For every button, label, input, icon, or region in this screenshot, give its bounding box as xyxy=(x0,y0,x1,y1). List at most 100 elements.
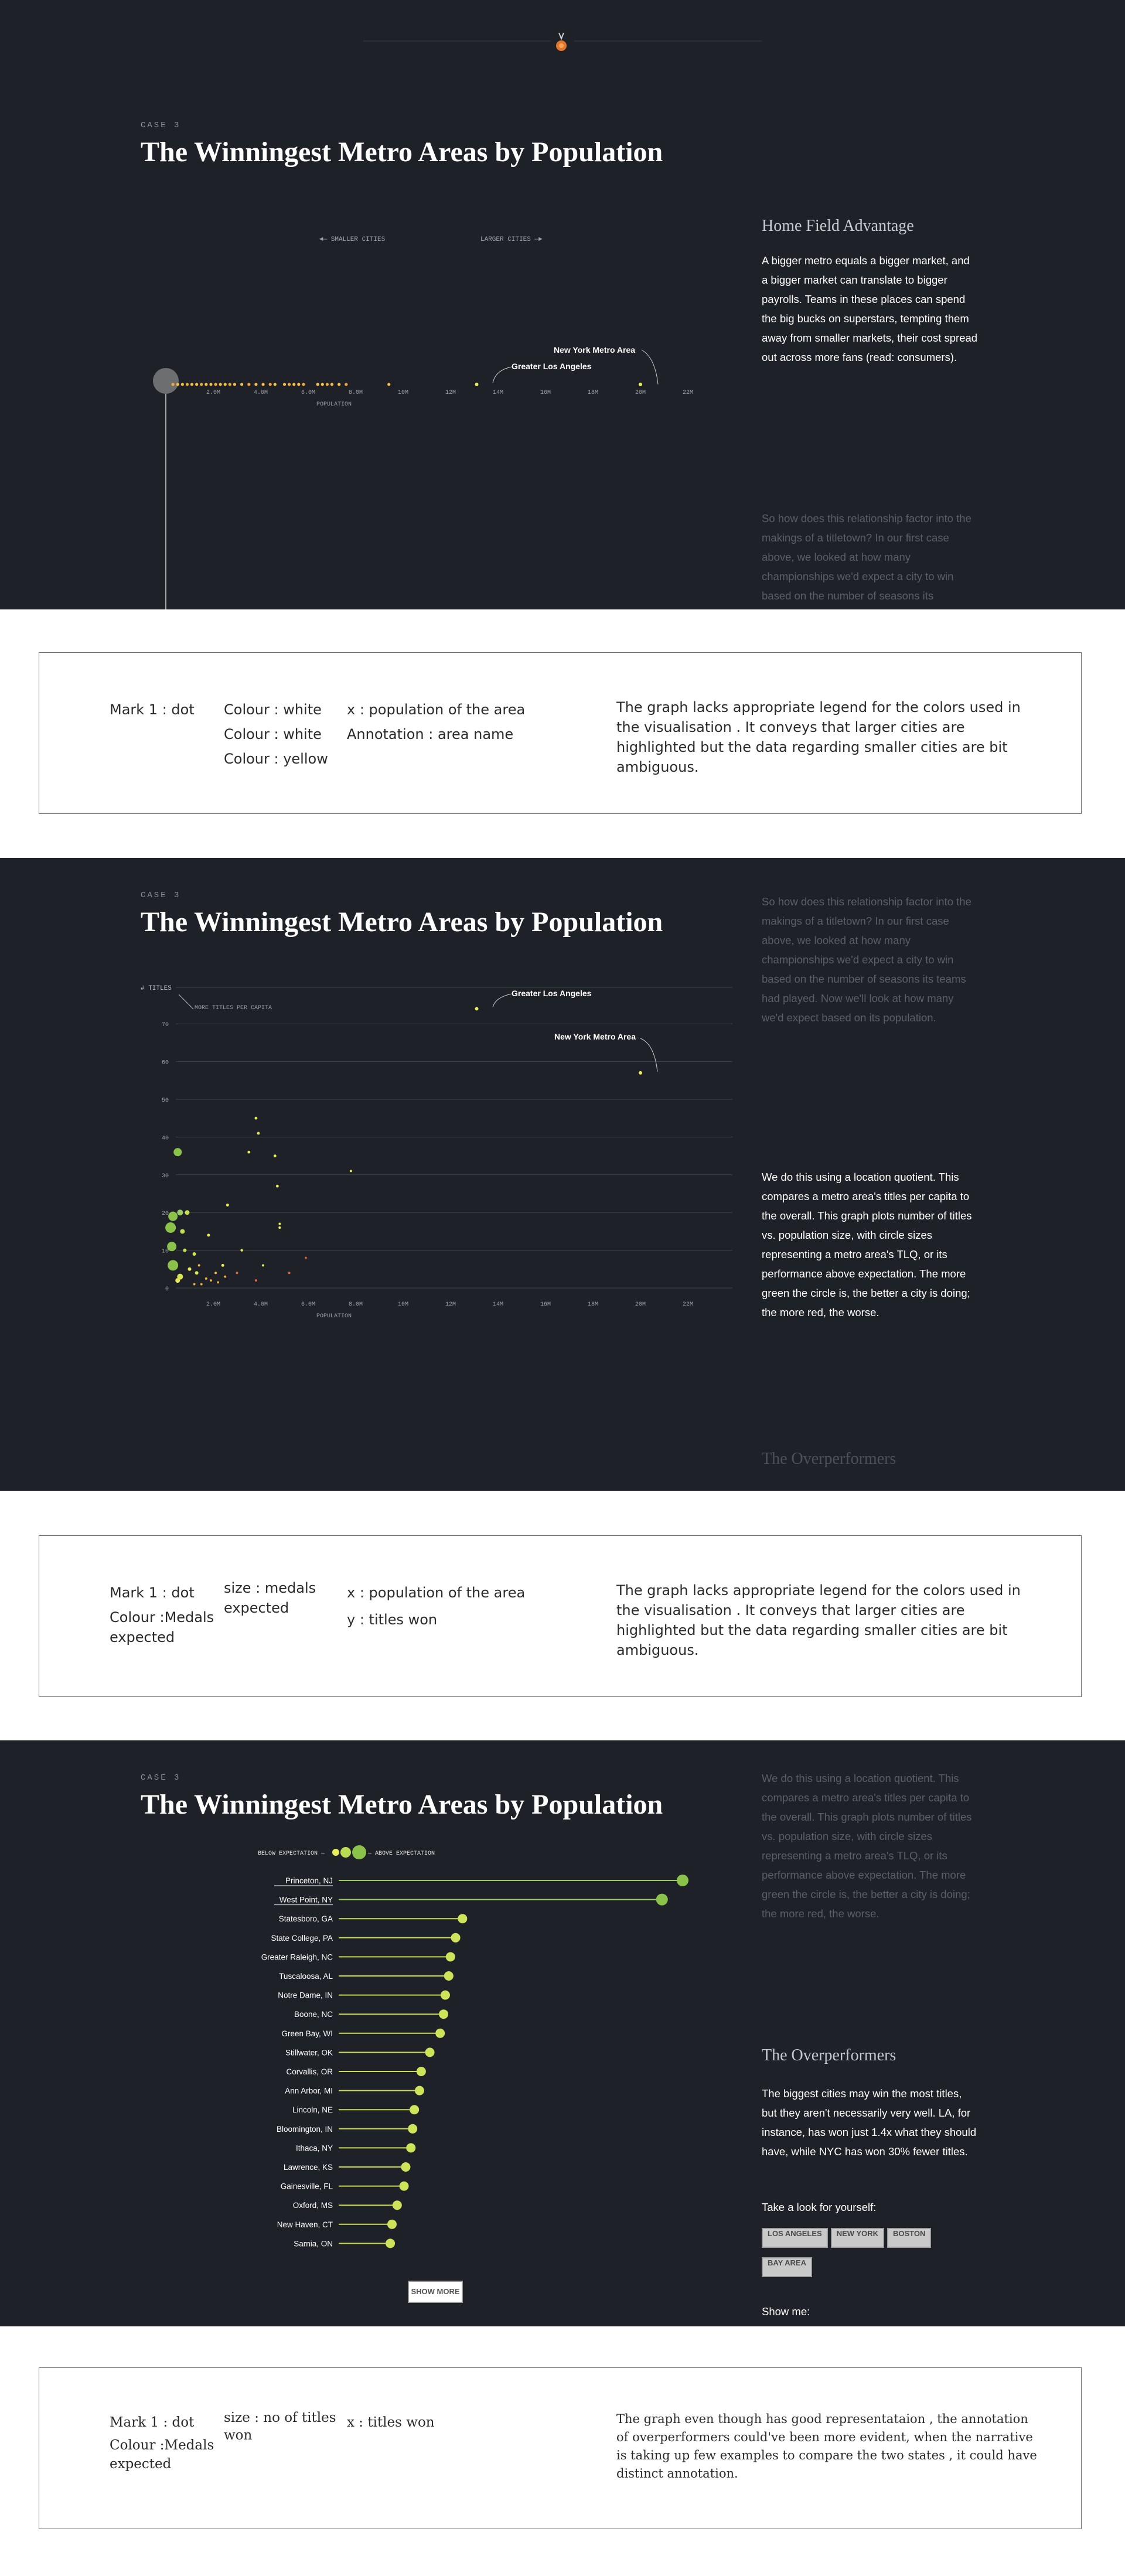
row-label: Bloomington, IN xyxy=(277,2125,333,2134)
x-tick-label: 12M xyxy=(445,1301,456,1308)
scatter-dot xyxy=(254,1279,257,1282)
mark-label: Mark 1 : dot xyxy=(110,2415,195,2430)
colour-label: Colour :Medals expected xyxy=(110,2438,214,2472)
population-dot xyxy=(180,383,184,386)
scatter-dot xyxy=(197,1264,200,1267)
mark-label: Mark 1 : dot xyxy=(110,701,195,718)
population-dot xyxy=(240,383,244,386)
scatter-dot xyxy=(180,1229,185,1234)
overperformers-text: The biggest cities may win the most titl… xyxy=(762,2087,977,2158)
y-tick-label: 30 xyxy=(162,1173,169,1180)
row-label: Tuscaloosa, AL xyxy=(279,1972,333,1981)
scatter-dot xyxy=(209,1279,212,1282)
row-dot xyxy=(410,2105,420,2115)
annotation-la: Greater Los Angeles xyxy=(512,989,592,998)
legend-dot-small xyxy=(332,1849,339,1856)
scatter-dot xyxy=(257,1132,260,1135)
scatter-dot xyxy=(254,1116,258,1120)
population-dot xyxy=(345,383,348,386)
population-dot xyxy=(228,383,231,386)
scatter-dot xyxy=(236,1272,238,1275)
colour-label-3: Colour : yellow xyxy=(224,751,328,767)
population-dot xyxy=(387,383,391,386)
city-button-new-york[interactable]: NEW YORK xyxy=(830,2228,884,2248)
row-dot xyxy=(444,1971,454,1981)
population-dot xyxy=(223,383,227,386)
population-dot xyxy=(338,383,341,386)
population-dot xyxy=(325,383,329,386)
previous-section-text-dim: We do this using a location quotient. Th… xyxy=(762,1772,972,1920)
population-dot xyxy=(282,383,287,386)
panel-overperformers: BELOW EXPECTATION — — ABOVE EXPECTATION … xyxy=(0,1740,1125,2326)
y-tick-label: 10 xyxy=(162,1249,169,1255)
scroll-handle[interactable] xyxy=(153,368,179,394)
scatter-dot xyxy=(214,1272,217,1275)
more-titles-arrow xyxy=(178,994,194,1010)
mark-label: Mark 1 : dot xyxy=(110,1585,195,1601)
scatter-dot xyxy=(204,1277,207,1280)
row-label: Lincoln, NE xyxy=(292,2105,333,2114)
row-dot xyxy=(451,1933,461,1943)
row-label: Ithaca, NY xyxy=(296,2144,333,2152)
row-dot xyxy=(677,1875,688,1886)
scatter-dot xyxy=(177,1209,183,1216)
x-tick-label: 2.0M xyxy=(206,390,220,396)
scatter-dot xyxy=(349,1170,352,1173)
row-dot xyxy=(425,2047,435,2057)
row-label: Corvallis, OR xyxy=(286,2067,333,2076)
population-dot xyxy=(200,383,203,386)
scatter-dot xyxy=(200,1283,203,1286)
x-axis-label: POPULATION xyxy=(316,1313,352,1320)
population-dot xyxy=(268,383,272,386)
x-tick-label: 10M xyxy=(398,390,408,396)
city-button-bay-area[interactable]: BAY AREA xyxy=(762,2257,812,2277)
encoding-y: y : titles won xyxy=(347,1611,438,1628)
row-label: Lawrence, KS xyxy=(284,2163,333,2172)
row-dot xyxy=(392,2200,402,2210)
row-dot xyxy=(439,2009,449,2019)
city-button-boston[interactable]: BOSTON xyxy=(887,2228,932,2248)
encoding-x: x : population of the area xyxy=(347,1585,526,1601)
row-label: Oxford, MS xyxy=(293,2201,333,2210)
show-more-button[interactable]: SHOW MORE xyxy=(408,2281,463,2303)
population-dot xyxy=(233,383,237,386)
annotation-ny-leader xyxy=(641,349,659,385)
chart-titles-vs-population: 0 10 20 30 40 50 60 70 # TITLES MORE TITLES PER… xyxy=(141,985,732,1320)
medal-icon xyxy=(556,32,567,51)
row-dot xyxy=(406,2143,416,2153)
population-dot xyxy=(292,383,296,386)
show-me-label: Show me: xyxy=(762,2305,810,2318)
section-heading-overperformers: The Overperformers xyxy=(762,2046,896,2064)
annotation-la-leader xyxy=(492,366,512,384)
highlight-dot xyxy=(475,1007,479,1011)
y-tick-label: 20 xyxy=(162,1211,169,1217)
panel-home-field: ◄— SMALLER CITIES LARGER CITIES —► 2.0M 4… xyxy=(0,0,1125,609)
panel-scatter: 0 10 20 30 40 50 60 70 # TITLES MORE TITLES PER… xyxy=(0,858,1125,1491)
population-dot xyxy=(195,383,199,386)
critique-box-3: Mark 1 : dot Colour :Medals expected siz… xyxy=(39,2367,1082,2529)
scatter-dot xyxy=(167,1242,177,1252)
case-label: CASE 3 xyxy=(141,891,181,900)
row-label: Boone, NC xyxy=(294,2010,333,2019)
annotation-ny: New York Metro Area xyxy=(554,345,635,355)
case-label: CASE 3 xyxy=(141,121,181,130)
critique-box-1: Mark 1 : dot Colour : white Colour : whi… xyxy=(39,652,1082,814)
scatter-dot xyxy=(247,1150,251,1154)
legend-dot-large xyxy=(352,1845,366,1859)
row-label: Greater Raleigh, NC xyxy=(261,1953,333,1961)
city-button-los-angeles[interactable]: LOS ANGELES xyxy=(762,2228,828,2248)
x-tick-label: 6.0M xyxy=(301,390,315,396)
row-label: West Point, NY xyxy=(279,1896,333,1904)
population-dot xyxy=(330,383,334,386)
x-tick-label: 10M xyxy=(398,1301,408,1308)
population-dot xyxy=(316,383,319,386)
highlight-dot xyxy=(639,383,642,386)
section-heading-home-field: Home Field Advantage xyxy=(762,217,914,235)
scatter-dot xyxy=(168,1211,178,1221)
x-tick-label: 8.0M xyxy=(349,390,363,396)
scatter-dot xyxy=(278,1226,281,1229)
population-dots xyxy=(171,383,642,386)
row-dot xyxy=(399,2181,409,2191)
population-dot xyxy=(204,383,208,386)
scatter-dot xyxy=(195,1271,199,1275)
